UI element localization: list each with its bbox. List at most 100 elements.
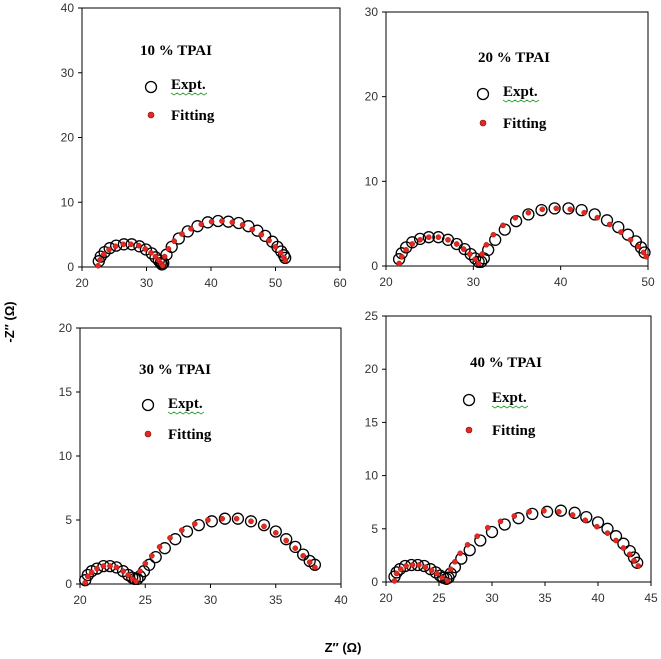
- plot-area-frame: [385, 11, 649, 267]
- fitting-point: [567, 206, 574, 213]
- fitting-point: [129, 576, 135, 582]
- fitting-point: [300, 553, 307, 559]
- fitting-point: [541, 507, 547, 514]
- fitting-point: [125, 572, 132, 578]
- fitting-point: [272, 530, 279, 536]
- y-tick-label: 0: [67, 260, 74, 274]
- fitting-point: [133, 578, 139, 585]
- fitting-point: [500, 222, 506, 229]
- legend-marker-expt: [476, 87, 490, 101]
- legend-marker-fitting: [144, 430, 152, 438]
- x-axis-title: Z′′ (Ω): [325, 640, 362, 655]
- panel-3: 20 25 30 35 40 0 5 10 15 20 30 % TPAI Expt. Fitting: [59, 321, 348, 607]
- fitting-point: [188, 225, 194, 232]
- spellcheck-underline: [502, 99, 540, 103]
- fitting-point: [457, 550, 464, 557]
- fitting-point: [483, 241, 490, 248]
- x-tick-label: 35: [269, 593, 283, 607]
- fitting-point: [444, 578, 451, 584]
- fitting-point: [112, 243, 119, 250]
- expt-point: [548, 202, 561, 215]
- fitting-point: [627, 551, 633, 558]
- fitting-point: [107, 563, 113, 569]
- y-tick-label: 10: [59, 449, 73, 463]
- x-tick-label: 40: [204, 276, 218, 290]
- fitting-point: [479, 251, 485, 257]
- fitting-point: [398, 253, 405, 260]
- fitting-point: [439, 574, 446, 581]
- panel-1: 20 30 40 50 60 0 10 20 30 40 10 % TPAI Expt. Fitting: [61, 1, 347, 290]
- plot-area-frame: [385, 315, 652, 583]
- expt-point: [588, 208, 601, 221]
- x-tick-label: 40: [554, 275, 568, 289]
- y-tick-label: 30: [365, 5, 379, 19]
- fitting-point: [85, 573, 91, 580]
- fitting-point: [474, 533, 481, 540]
- legend-marker-expt: [144, 80, 158, 94]
- expt-point: [432, 231, 445, 244]
- fitting-point: [460, 246, 467, 252]
- fitting-point: [620, 545, 627, 551]
- expt-point: [406, 236, 419, 249]
- fitting-point: [396, 260, 402, 267]
- expt-point: [468, 252, 482, 265]
- y-tick-label: 15: [59, 385, 73, 399]
- legend-label-fitting: Fitting: [492, 423, 536, 439]
- fitting-point: [161, 253, 168, 260]
- x-tick-label: 20: [379, 275, 393, 289]
- fitting-point: [208, 218, 215, 225]
- fitting-point: [249, 226, 256, 233]
- y-tick-label: 20: [61, 131, 75, 145]
- spellcheck-underline: [491, 405, 529, 409]
- fitting-point: [248, 518, 254, 525]
- fitting-point: [179, 231, 185, 237]
- x-tick-label: 30: [467, 275, 481, 289]
- fitting-point: [198, 221, 205, 228]
- fitting-point: [643, 253, 650, 260]
- fitting-point: [113, 564, 120, 571]
- fitting-point: [292, 545, 299, 552]
- expt-point: [554, 504, 568, 517]
- fitting-point: [453, 241, 460, 247]
- legend-label-expt: Expt.: [492, 390, 527, 406]
- fitting-point: [417, 236, 423, 243]
- expt-point: [155, 258, 169, 271]
- y-tick-label: 20: [365, 362, 379, 376]
- expt-point: [535, 203, 548, 217]
- x-tick-label: 25: [432, 591, 446, 605]
- spellcheck-underline: [167, 411, 205, 415]
- panel-2: 20 30 40 50 0 10 20 30 20 % TPAI Expt. Fitting: [365, 5, 655, 289]
- y-tick-label: 10: [365, 469, 379, 483]
- fitting-point: [640, 249, 647, 256]
- expt-point: [526, 507, 539, 521]
- fitting-point: [229, 219, 236, 226]
- fitting-point: [472, 256, 478, 263]
- x-tick-label: 35: [538, 591, 552, 605]
- panel-4: 20 25 30 35 40 45 0 5 10 15 20 25 40 % TPAI Expt. Fitt…: [365, 309, 658, 605]
- x-tick-label: 40: [334, 593, 348, 607]
- legend-label-expt: Expt.: [171, 77, 206, 93]
- expt-point: [498, 518, 511, 531]
- fitting-point: [397, 566, 404, 573]
- fitting-point: [631, 557, 637, 564]
- expt-point: [575, 203, 588, 217]
- expt-point: [600, 214, 614, 227]
- fitting-point: [120, 568, 126, 575]
- fitting-point: [490, 231, 497, 238]
- fitting-point: [306, 559, 313, 566]
- y-tick-label: 10: [61, 195, 75, 209]
- expt-point: [522, 208, 535, 221]
- expt-point: [81, 568, 94, 582]
- fitting-point: [569, 512, 576, 518]
- y-axis-title: -Z″ (Ω): [2, 301, 17, 342]
- fitting-point: [635, 563, 642, 569]
- expt-point: [562, 202, 575, 215]
- x-tick-label: 60: [333, 276, 347, 290]
- legend-marker-fitting: [479, 119, 487, 127]
- fitting-point: [120, 241, 127, 248]
- expt-point: [280, 533, 293, 546]
- legend-label-expt: Expt.: [503, 84, 538, 100]
- spellcheck-underline: [170, 92, 208, 96]
- fitting-point: [627, 236, 634, 243]
